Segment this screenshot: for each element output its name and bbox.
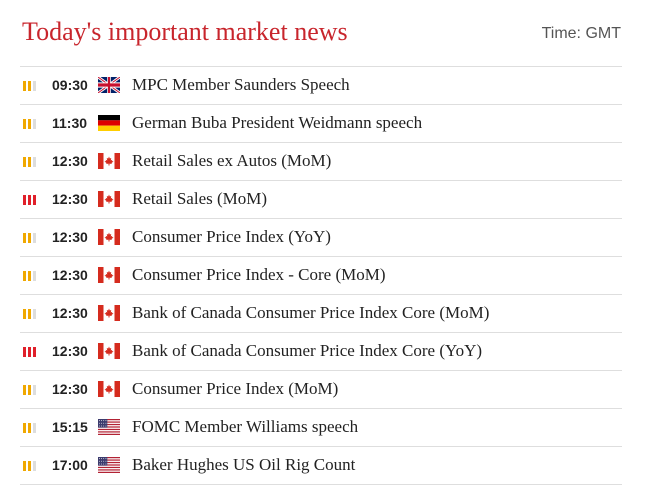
event-time: 12:30 [52,381,88,397]
event-row[interactable]: 12:30 Consumer Price Index - Core (MoM) [20,257,622,295]
importance-indicator [23,385,37,395]
importance-indicator [23,309,37,319]
importance-bar [23,119,26,129]
importance-indicator [23,271,37,281]
importance-bar [33,385,36,395]
event-time: 12:30 [52,267,88,283]
importance-indicator [23,461,37,471]
importance-bar [33,157,36,167]
importance-bar [28,119,31,129]
canada-flag-icon [98,229,120,245]
importance-indicator [23,119,37,129]
importance-bar [33,461,36,471]
event-row[interactable]: 09:30 MPC Member Saunders Speech [20,67,622,105]
importance-bar [23,423,26,433]
importance-bar [28,461,31,471]
event-row[interactable]: 12:30 Consumer Price Index (YoY) [20,219,622,257]
importance-bar [23,157,26,167]
importance-bar [28,157,31,167]
importance-bar [28,195,31,205]
importance-bar [33,347,36,357]
importance-bar [33,423,36,433]
canada-flag-icon [98,153,120,169]
importance-indicator [23,233,37,243]
importance-bar [33,81,36,91]
event-time: 12:30 [52,191,88,207]
importance-bar [28,347,31,357]
event-row[interactable]: 12:30 Retail Sales (MoM) [20,181,622,219]
event-title[interactable]: Bank of Canada Consumer Price Index Core… [132,341,483,360]
canada-flag-icon [98,305,120,321]
importance-bar [23,347,26,357]
event-time: 11:30 [52,115,88,131]
event-row[interactable]: 12:30 Bank of Canada Consumer Price Index… [20,333,622,371]
usa-flag-icon [98,419,120,435]
event-title[interactable]: Bank of Canada Consumer Price Index Core… [132,303,490,322]
event-title[interactable]: Consumer Price Index (MoM) [132,379,339,398]
event-row[interactable]: 12:30 Retail Sales ex Autos (MoM) [20,143,622,181]
importance-indicator [23,157,37,167]
importance-bar [23,309,26,319]
canada-flag-icon [98,191,120,207]
event-row[interactable]: 11:30 German Buba President Weidmann spee… [20,105,622,143]
event-title[interactable]: Retail Sales ex Autos (MoM) [132,151,332,170]
canada-flag-icon [98,381,120,397]
event-row[interactable]: 15:15 FOMC Member Williams speech [20,409,622,447]
event-title[interactable]: Consumer Price Index - Core (MoM) [132,265,386,284]
importance-bar [33,119,36,129]
importance-bar [28,423,31,433]
importance-bar [23,195,26,205]
event-row[interactable]: 12:30 Bank of Canada Consumer Price Index… [20,295,622,333]
event-time: 17:00 [52,457,88,473]
event-time: 12:30 [52,343,88,359]
importance-bar [23,81,26,91]
event-time: 09:30 [52,77,88,93]
importance-bar [28,81,31,91]
event-title[interactable]: FOMC Member Williams speech [132,417,359,436]
importance-bar [23,271,26,281]
event-title[interactable]: Retail Sales (MoM) [132,189,268,208]
importance-indicator [23,81,37,91]
importance-bar [33,233,36,243]
timezone-label: Time: GMT [541,25,621,42]
importance-bar [28,309,31,319]
usa-flag-icon [98,457,120,473]
importance-indicator [23,423,37,433]
event-title[interactable]: Baker Hughes US Oil Rig Count [132,455,356,474]
importance-indicator [23,195,37,205]
importance-bar [28,385,31,395]
canada-flag-icon [98,267,120,283]
importance-bar [23,461,26,471]
canada-flag-icon [98,343,120,359]
page-title: Today's important market news [22,17,348,46]
event-time: 12:30 [52,229,88,245]
importance-bar [23,385,26,395]
importance-bar [28,233,31,243]
event-time: 12:30 [52,153,88,169]
importance-bar [23,233,26,243]
importance-bar [33,195,36,205]
event-list: 09:30 MPC Member Saunders Speech 11:30 Germ… [20,66,622,485]
event-time: 15:15 [52,419,88,435]
event-row[interactable]: 17:00 Baker Hughes US Oil Rig Count [20,447,622,485]
event-time: 12:30 [52,305,88,321]
importance-bar [33,271,36,281]
uk-flag-icon [98,77,120,93]
importance-indicator [23,347,37,357]
germany-flag-icon [98,115,120,131]
event-row[interactable]: 12:30 Consumer Price Index (MoM) [20,371,622,409]
event-title[interactable]: German Buba President Weidmann speech [132,113,423,132]
importance-bar [33,309,36,319]
event-title[interactable]: Consumer Price Index (YoY) [132,227,331,246]
importance-bar [28,271,31,281]
event-title[interactable]: MPC Member Saunders Speech [132,75,350,94]
